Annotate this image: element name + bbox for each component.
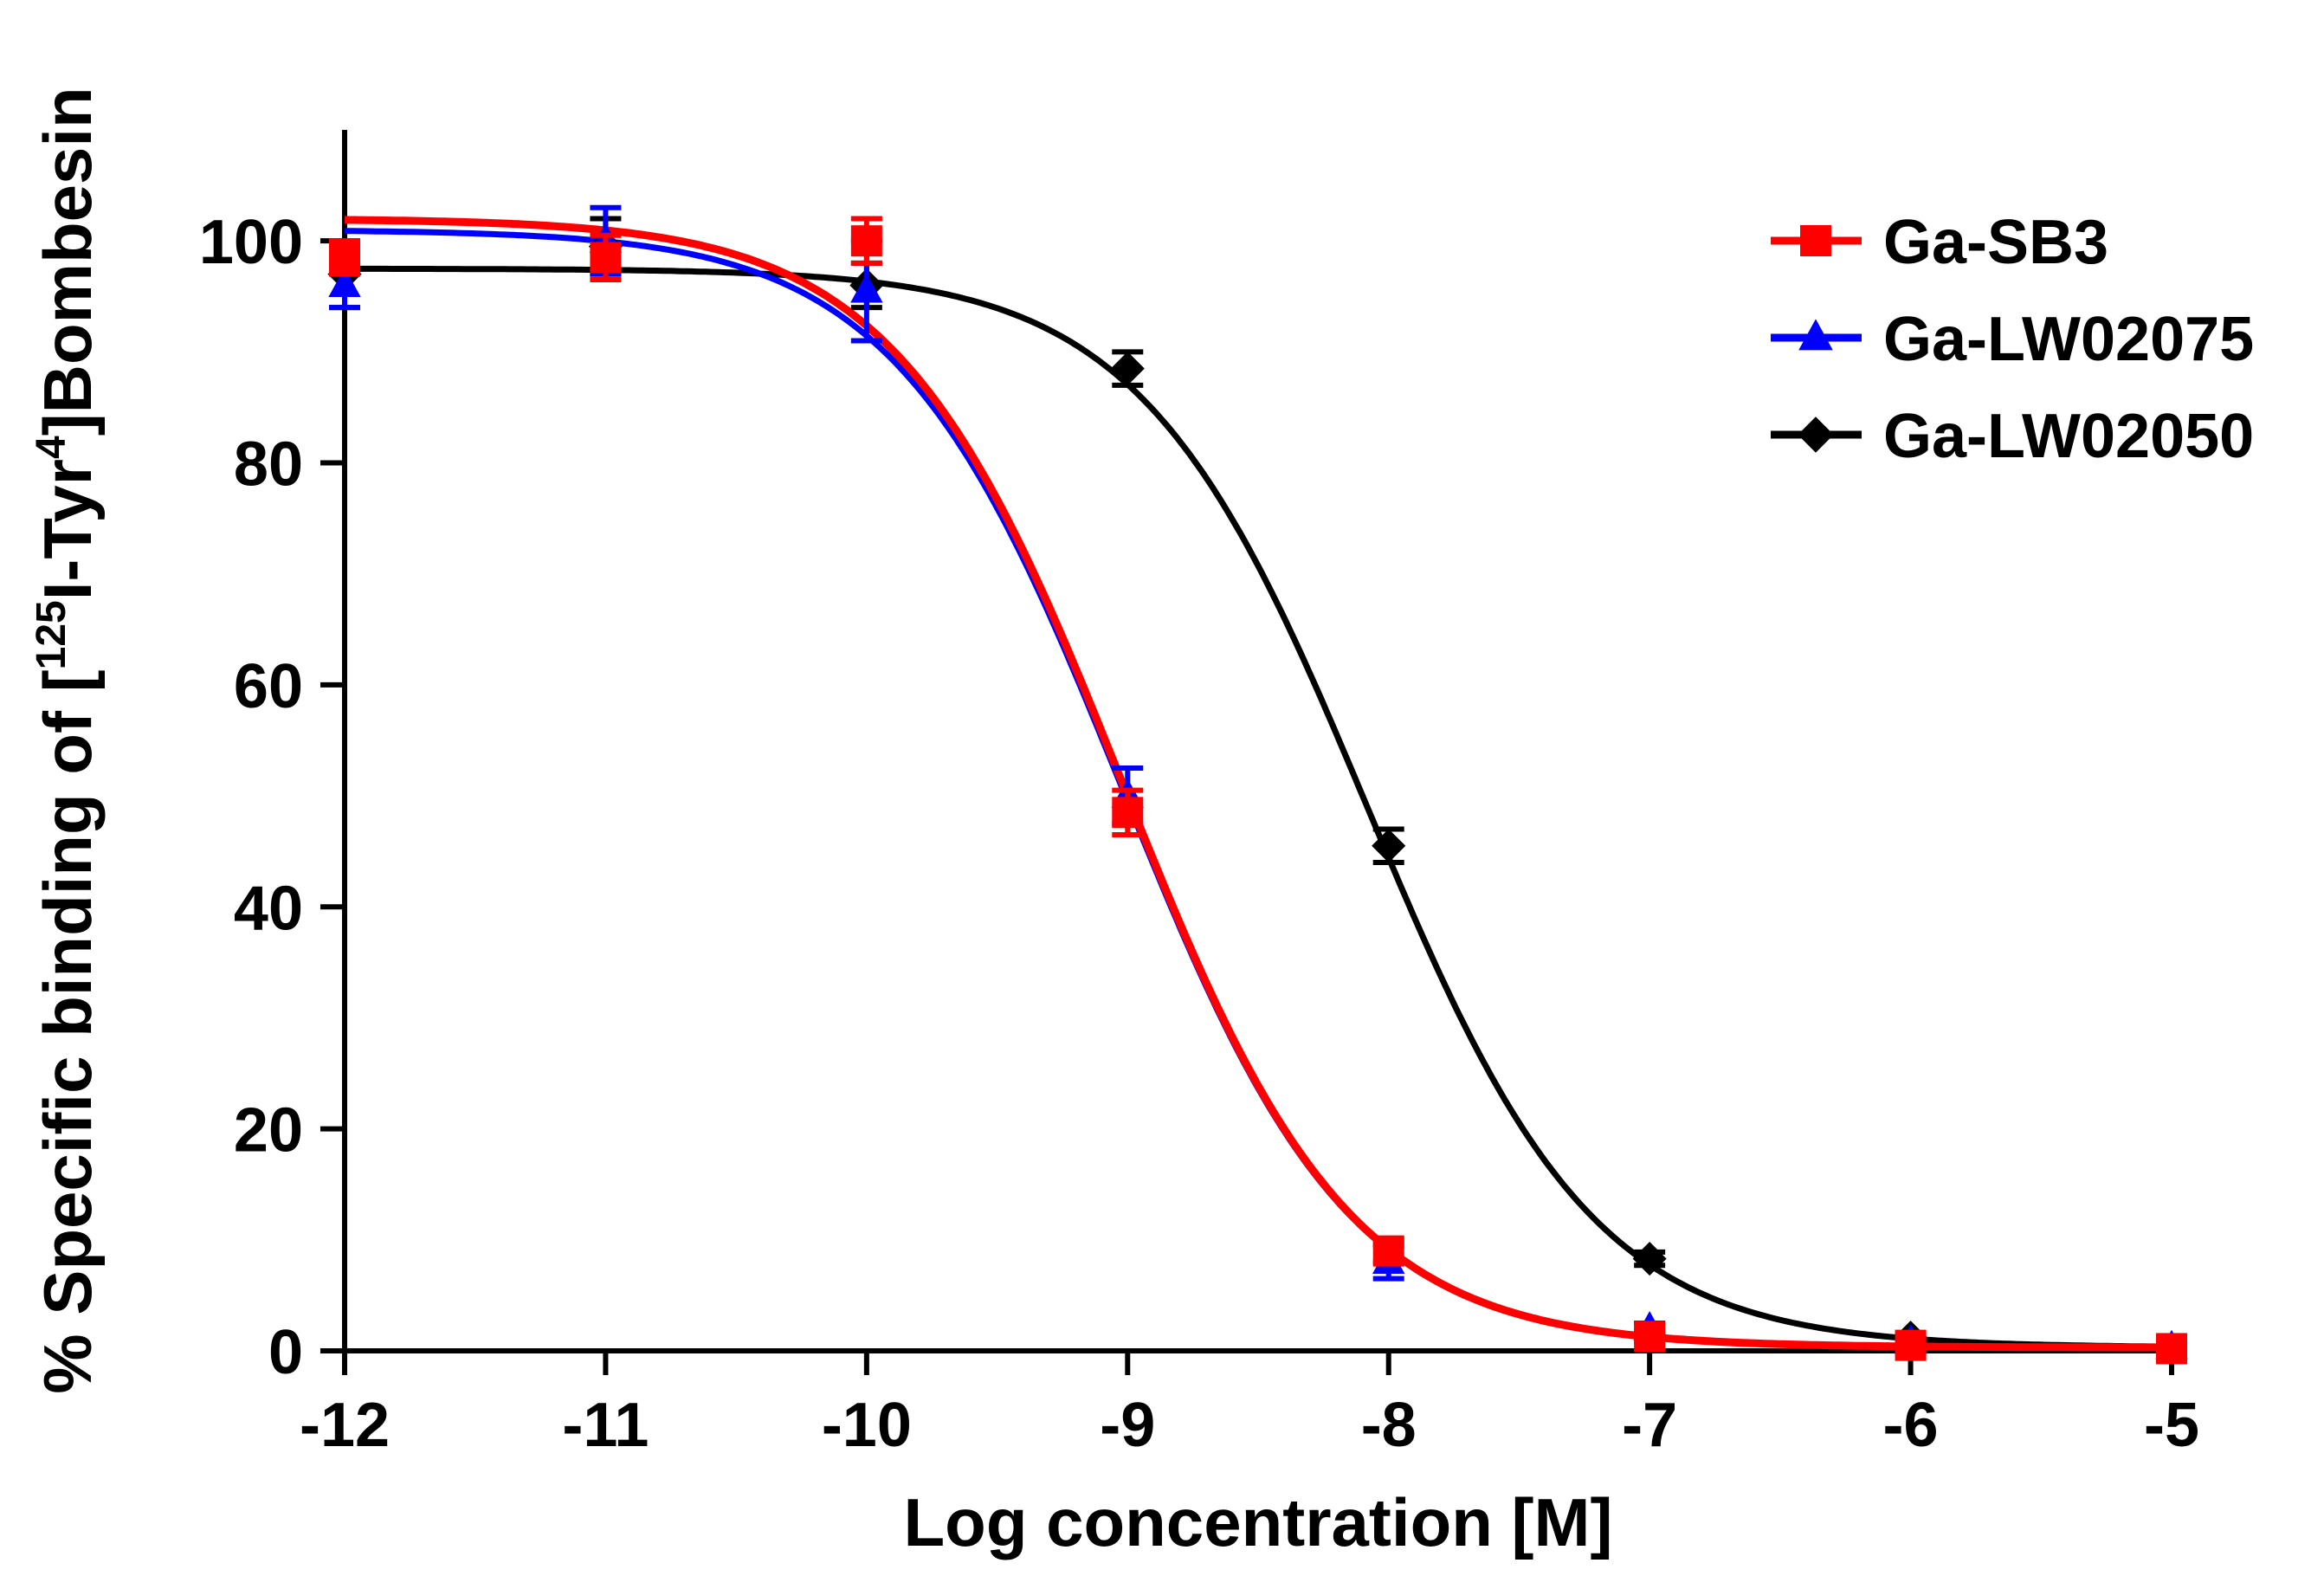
y-axis-title-sup-125: 125 [29,600,74,669]
point-ga-lw02075 [850,273,883,303]
fit-curves [344,216,2172,1352]
x-tick-label: -7 [1622,1391,1677,1460]
point-ga-lw02075 [328,268,361,298]
legend-marker-ga-lw02075 [1798,319,1833,351]
point-ga-sb3 [1895,1329,1927,1361]
point-ga-lw02050 [1110,352,1145,386]
x-ticks: -12 -11 -10 -9 -8 -7 -6 -5 [300,1351,2199,1460]
y-tick-label: 20 [234,1096,303,1166]
x-tick-label: -10 [822,1391,912,1460]
y-ticks: 0 20 40 60 80 100 [199,208,345,1387]
point-ga-sb3 [2156,1333,2187,1365]
legend-marker-ga-sb3 [1800,225,1831,256]
legend-label-ga-lw02050: Ga-LW02050 [1883,402,2254,471]
x-tick-label: -5 [2144,1391,2199,1460]
y-axis-title-prefix: % Specific binding of [ [29,669,106,1393]
x-tick-label: -8 [1361,1391,1417,1460]
y-axis-title-sup-4: 4 [29,436,74,459]
x-tick-label: -12 [300,1391,390,1460]
y-axis-title-suffix: ]Bombesin [29,87,106,436]
point-ga-sb3 [1372,1235,1404,1267]
point-ga-sb3 [1634,1321,1666,1353]
point-ga-sb3 [850,225,882,257]
y-tick-label: 80 [234,430,303,500]
point-ga-sb3 [1112,797,1144,829]
x-axis-title: Log concentration [M] [904,1484,1613,1560]
legend-label-ga-lw02075: Ga-LW02075 [1883,305,2254,374]
y-tick-label: 0 [268,1318,303,1387]
point-ga-sb3 [590,242,622,274]
legend: Ga-SB3 Ga-LW02075 Ga-LW02050 [1771,208,2254,471]
fit-curve-ga-sb3 [344,216,2172,1352]
fit-curve-ga-lw02050 [345,265,2172,1350]
x-tick-label: -11 [562,1391,649,1460]
legend-label-ga-sb3: Ga-SB3 [1883,208,2108,277]
y-tick-label: 40 [234,874,303,943]
point-ga-lw02050 [1372,829,1406,863]
y-tick-label: 100 [199,208,303,277]
y-axis-title: % Specific binding of [125I-Tyr4]Bombesi… [29,87,106,1393]
point-ga-sb3 [329,242,360,274]
legend-marker-ga-lw02050 [1798,417,1834,453]
x-tick-label: -9 [1100,1391,1155,1460]
y-tick-label: 60 [234,652,303,721]
data-points [327,204,2188,1365]
fit-curve-ga-lw02075 [344,228,2172,1351]
x-tick-label: -6 [1883,1391,1939,1460]
point-ga-lw02050 [1632,1242,1667,1276]
y-axis-title-middle: I-Tyr [29,459,106,600]
